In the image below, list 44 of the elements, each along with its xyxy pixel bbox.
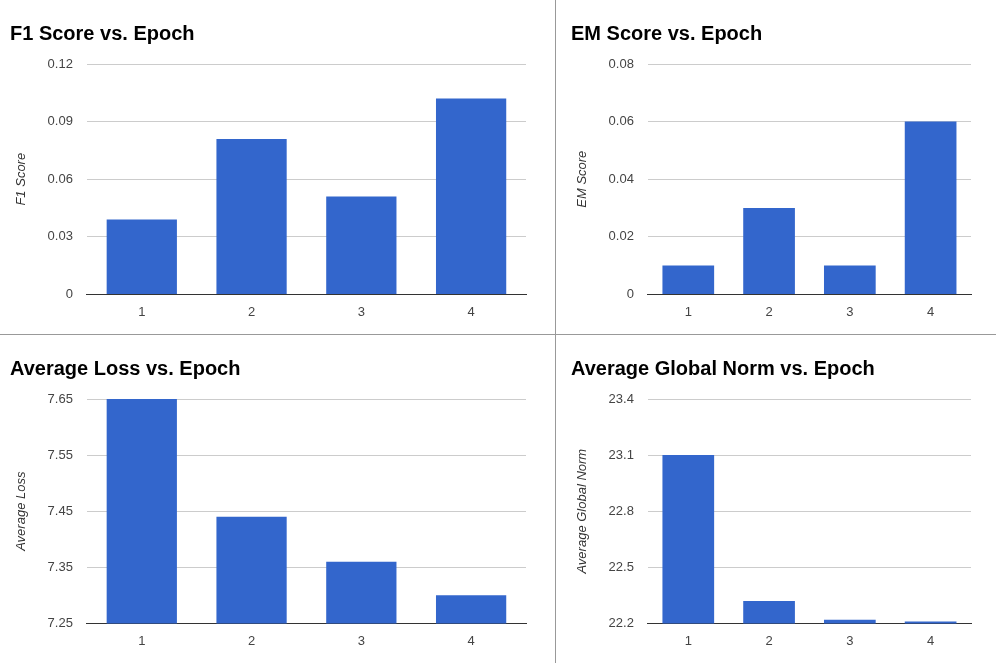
- y-tick-label: 7.55: [47, 446, 73, 462]
- y-tick-label: 0.02: [608, 228, 634, 244]
- x-tick-label: 2: [765, 303, 773, 319]
- x-tick-label: 3: [846, 303, 854, 319]
- y-tick-label: 0.03: [47, 228, 73, 244]
- y-axis-title: F1 Score: [13, 152, 29, 206]
- x-tick-label: 3: [846, 632, 854, 648]
- x-tick-label: 1: [138, 632, 146, 648]
- x-tick-label: 4: [467, 303, 475, 319]
- y-axis-title: Average Loss: [13, 471, 29, 552]
- y-tick-label: 0.06: [608, 113, 634, 129]
- chart-title: EM Score vs. Epoch: [571, 21, 763, 44]
- y-tick-label: 7.45: [47, 502, 73, 518]
- x-tick-label: 3: [357, 632, 365, 648]
- chart-title: F1 Score vs. Epoch: [10, 21, 195, 44]
- y-tick-label: 22.5: [608, 558, 634, 574]
- y-axis-title: Average Global Norm: [574, 448, 590, 575]
- y-tick-label: 23.1: [608, 446, 634, 462]
- y-tick-label: 0.08: [608, 55, 634, 71]
- x-tick-label: 2: [765, 632, 773, 648]
- y-tick-label: 7.35: [47, 558, 73, 574]
- y-tick-label: 0.06: [47, 170, 73, 186]
- y-tick-label: 0: [65, 285, 73, 301]
- x-tick-label: 1: [138, 303, 146, 319]
- y-tick-label: 22.8: [608, 502, 634, 518]
- y-tick-label: 0: [626, 285, 634, 301]
- y-tick-label: 23.4: [608, 390, 634, 406]
- y-tick-label: 0.12: [47, 55, 73, 71]
- chart-title: Average Loss vs. Epoch: [10, 356, 241, 379]
- x-tick-label: 2: [247, 303, 256, 319]
- x-tick-label: 4: [927, 303, 935, 319]
- x-tick-label: 1: [684, 303, 692, 319]
- y-tick-label: 7.65: [47, 390, 73, 406]
- x-tick-label: 4: [467, 632, 475, 648]
- x-tick-label: 3: [357, 303, 365, 319]
- chart-title: Average Global Norm vs. Epoch: [571, 356, 875, 379]
- x-tick-label: 1: [684, 632, 692, 648]
- y-tick-label: 22.2: [608, 614, 634, 630]
- x-tick-label: 4: [927, 632, 935, 648]
- y-tick-label: 7.25: [47, 614, 73, 630]
- y-axis-title: EM Score: [574, 150, 590, 208]
- y-tick-label: 0.09: [47, 113, 73, 129]
- x-tick-label: 2: [247, 632, 256, 648]
- y-tick-label: 0.04: [608, 170, 634, 186]
